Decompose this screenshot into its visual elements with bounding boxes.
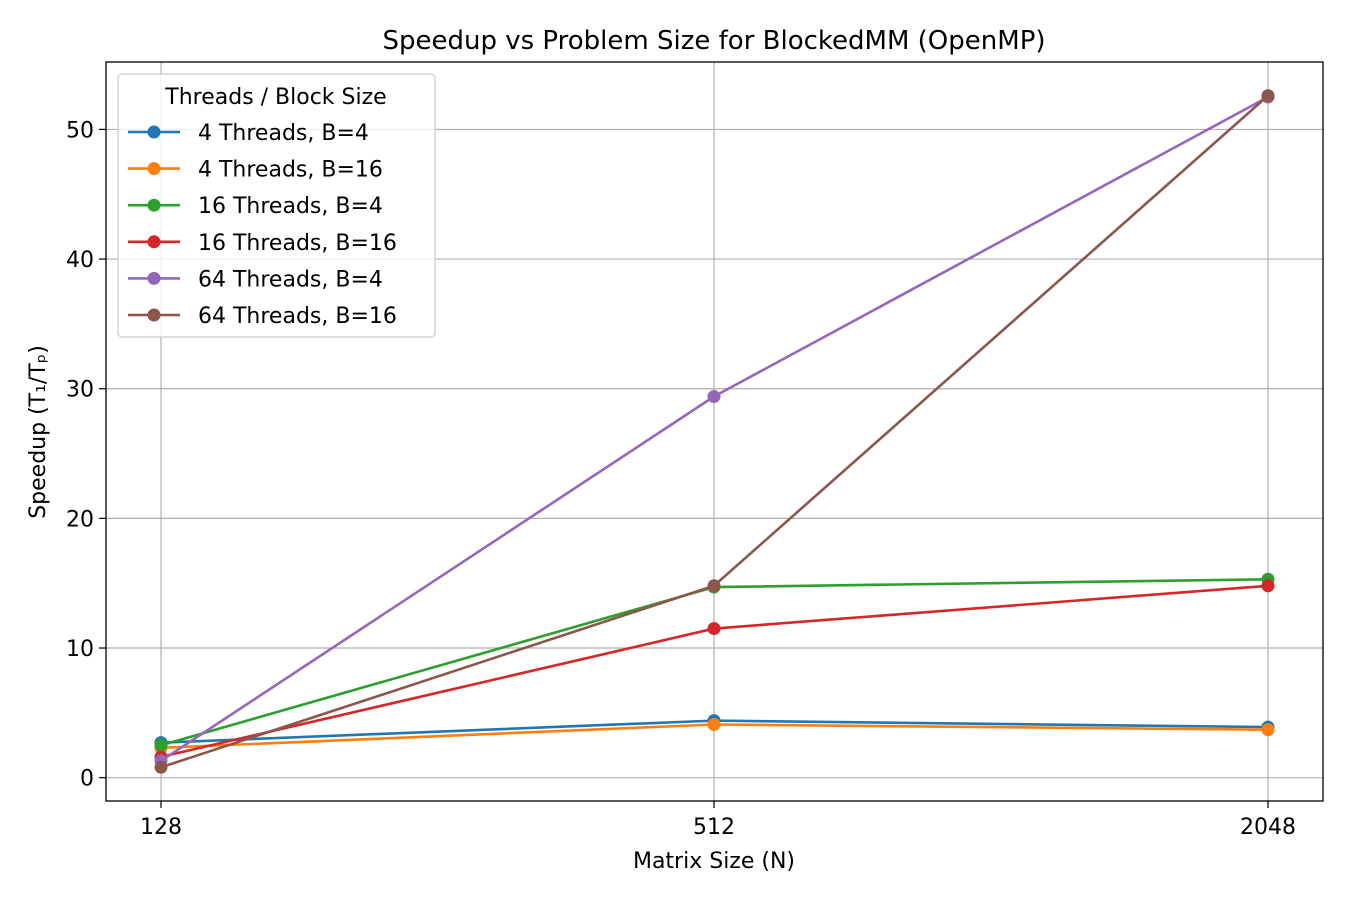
legend-label: 16 Threads, B=4 — [198, 194, 383, 219]
legend-entries: 4 Threads, B=4 4 Threads, B=16 16 Threads,… — [128, 121, 397, 329]
legend-label: 4 Threads, B=16 — [198, 158, 383, 183]
legend-marker — [147, 198, 161, 212]
x-axis-ticks: 128 512 2048 — [140, 801, 1296, 840]
legend-label: 64 Threads, B=16 — [198, 304, 397, 329]
data-point — [707, 718, 721, 732]
series-4-threads-b-16 — [154, 718, 1275, 755]
y-tick-label: 0 — [80, 767, 94, 792]
data-point — [154, 760, 168, 774]
x-axis-label: Matrix Size (N) — [633, 849, 795, 874]
y-axis-ticks: 0 10 20 30 40 50 — [66, 118, 106, 792]
y-tick-label: 50 — [66, 118, 94, 143]
series-64-threads-b-16 — [154, 89, 1275, 774]
legend-title: Threads / Block Size — [164, 85, 386, 110]
legend-marker — [147, 271, 161, 285]
y-axis-label: Speedup (T₁/Tₚ) — [26, 345, 51, 519]
chart-title: Speedup vs Problem Size for BlockedMM (O… — [382, 26, 1045, 56]
legend-label: 4 Threads, B=4 — [198, 121, 369, 146]
x-tick-label: 2048 — [1240, 815, 1296, 840]
legend-label: 64 Threads, B=4 — [198, 267, 383, 292]
y-tick-label: 40 — [66, 248, 94, 273]
y-tick-label: 10 — [66, 637, 94, 662]
y-tick-label: 20 — [66, 507, 94, 532]
data-point — [1261, 723, 1275, 737]
data-point — [707, 389, 721, 403]
legend-marker — [147, 125, 161, 139]
x-tick-label: 512 — [693, 815, 735, 840]
data-point — [1261, 89, 1275, 103]
y-tick-label: 30 — [66, 378, 94, 403]
legend-marker — [147, 162, 161, 176]
legend: Threads / Block Size 4 Threads, B=44 Thr… — [117, 73, 436, 338]
legend-label: 16 Threads, B=16 — [198, 231, 397, 256]
legend-marker — [147, 235, 161, 249]
data-point — [707, 622, 721, 636]
data-point — [154, 738, 168, 752]
legend-marker — [147, 308, 161, 322]
legend-frame — [117, 73, 436, 338]
data-point — [707, 579, 721, 593]
x-tick-label: 128 — [140, 815, 182, 840]
series-group — [154, 89, 1275, 774]
data-point — [1261, 579, 1275, 593]
